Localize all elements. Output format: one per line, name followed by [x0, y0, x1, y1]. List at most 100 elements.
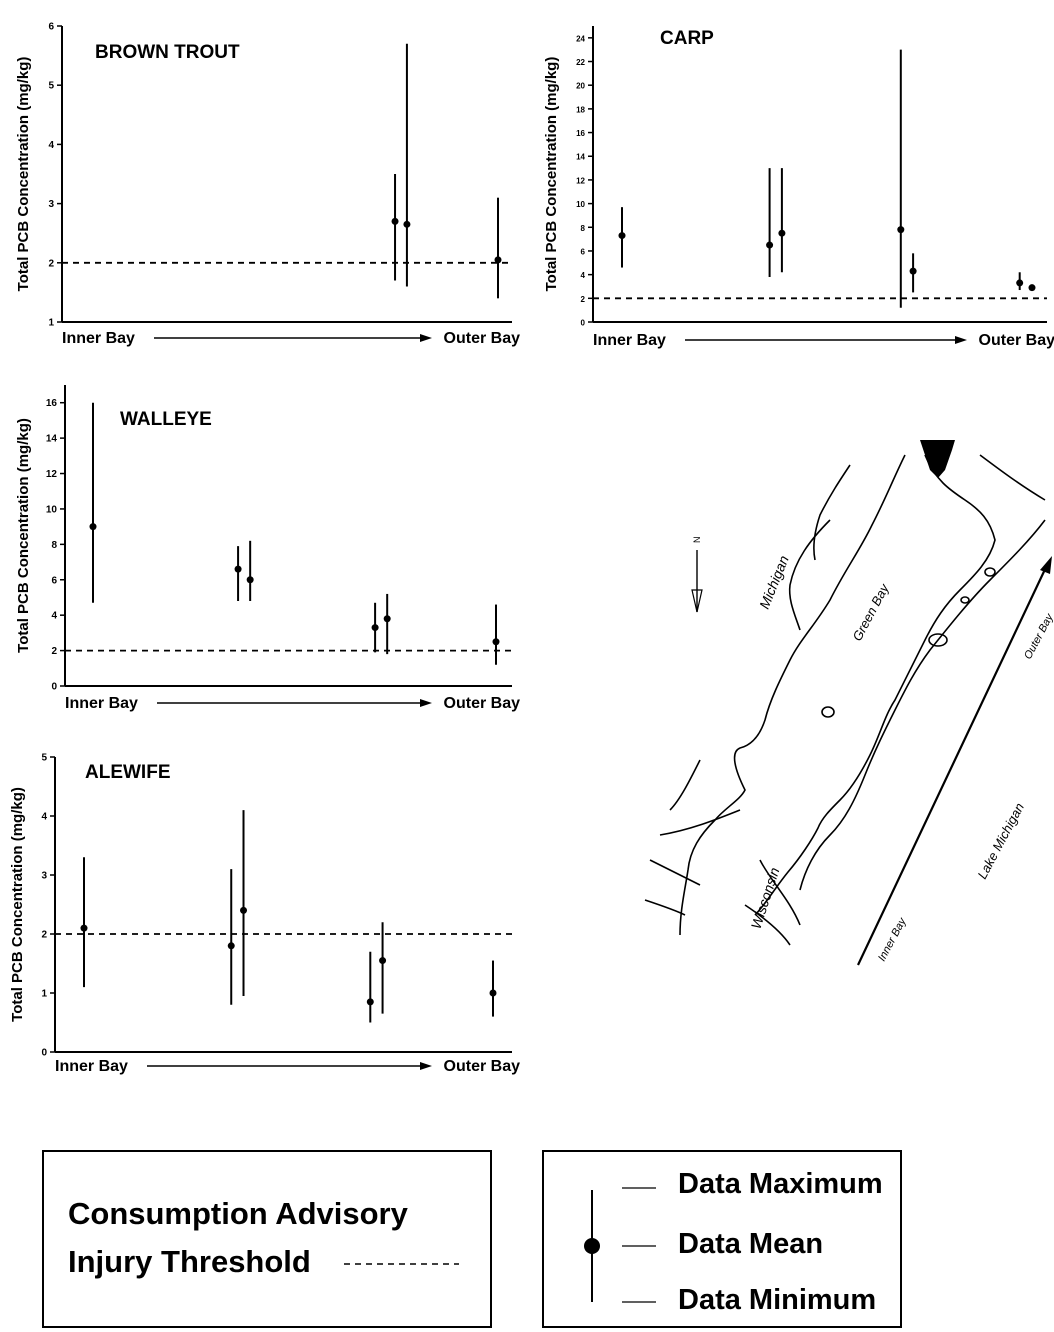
y-tick-label: 16	[46, 398, 58, 409]
y-tick-label: 0	[41, 1048, 47, 1059]
y-tick-label: 2	[51, 646, 57, 657]
x-axis-start-label: Inner Bay	[62, 330, 135, 347]
map-label-wisconsin: Wisconsin	[748, 865, 783, 931]
legend-max-label: Data Maximum	[678, 1168, 883, 1200]
data-mean-point	[89, 523, 97, 531]
y-tick-label: 0	[51, 682, 57, 693]
legend-threshold-line2: Injury Threshold	[68, 1244, 311, 1279]
x-axis-arrowhead	[420, 1062, 432, 1070]
x-axis-end-label: Outer Bay	[444, 1058, 521, 1075]
y-tick-label: 1	[41, 989, 47, 1000]
y-tick-label: 12	[576, 176, 585, 185]
y-tick-label: 2	[581, 295, 586, 304]
data-mean-point	[618, 232, 626, 240]
y-tick-label: 2	[41, 930, 47, 941]
map-label-green-bay: Green Bay	[849, 580, 892, 643]
data-mean-point	[492, 638, 500, 646]
data-mean-point	[366, 998, 374, 1006]
y-tick-label: 8	[581, 224, 586, 233]
map-label-outer-bay: Outer Bay	[1022, 611, 1054, 662]
y-tick-label: 4	[581, 271, 586, 280]
data-mean-point	[379, 957, 387, 965]
y-tick-label: 6	[48, 22, 54, 33]
y-axis-label: Total PCB Concentration (mg/kg)	[9, 787, 26, 1022]
data-mean-point	[897, 226, 905, 234]
data-mean-point	[371, 624, 379, 632]
green-bay-map: N Michigan Green Bay Wisconsin Lake Mich…	[644, 440, 1054, 966]
data-mean-point	[1028, 284, 1036, 292]
data-mean-point	[489, 989, 497, 997]
x-axis-arrowhead	[420, 699, 432, 707]
map-island-4	[960, 596, 970, 604]
chart-title: WALLEYE	[120, 409, 212, 430]
y-tick-label: 4	[48, 140, 54, 151]
x-axis-arrowhead	[420, 334, 432, 342]
data-mean-point	[227, 942, 235, 950]
chart-title: BROWN TROUT	[95, 42, 240, 63]
map-river-2	[788, 519, 831, 631]
chart-title: CARP	[660, 28, 714, 49]
legend-mean-dot	[584, 1238, 600, 1254]
x-axis-end-label: Outer Bay	[979, 332, 1054, 349]
map-river-4	[644, 859, 701, 916]
y-tick-label: 8	[51, 540, 57, 551]
legend-mean-label: Data Mean	[678, 1228, 824, 1260]
map-label-north: N	[692, 537, 702, 544]
legend-threshold-dashed-line	[344, 1263, 459, 1265]
data-mean-point	[494, 256, 502, 264]
y-tick-label: 0	[581, 319, 586, 328]
map-island-3	[984, 567, 996, 577]
y-axis-label: Total PCB Concentration (mg/kg)	[15, 418, 32, 653]
data-mean-point	[234, 565, 242, 573]
y-tick-label: 3	[41, 871, 47, 882]
data-mean-point	[909, 267, 917, 275]
y-tick-label: 6	[581, 247, 586, 256]
chart-title: ALEWIFE	[85, 762, 171, 783]
x-axis-end-label: Outer Bay	[444, 330, 521, 347]
x-axis-arrowhead	[955, 336, 967, 344]
data-mean-point	[383, 615, 391, 623]
legend-min-label: Data Minimum	[678, 1284, 877, 1316]
legend-marks-symbol	[584, 1187, 656, 1303]
data-mean-point	[766, 241, 774, 249]
map-label-inner-bay: Inner Bay	[876, 915, 909, 964]
y-tick-label: 2	[48, 258, 54, 269]
data-mean-point	[403, 220, 411, 228]
legend-threshold-box: Consumption Advisory Injury Threshold	[42, 1150, 492, 1328]
data-mean-point	[391, 217, 399, 225]
x-axis-start-label: Inner Bay	[65, 695, 138, 712]
map-peninsula-outer-shore	[799, 454, 1046, 891]
map-river-1	[813, 464, 851, 561]
map-label-michigan: Michigan	[756, 553, 792, 611]
y-tick-label: 3	[48, 199, 54, 210]
data-mean-point	[240, 906, 248, 914]
y-tick-label: 4	[51, 611, 57, 622]
y-tick-label: 20	[576, 82, 585, 91]
data-mean-point	[80, 924, 88, 932]
north-arrow-icon	[691, 550, 703, 613]
legend-marks-box: Data Maximum Data Mean Data Minimum	[542, 1150, 902, 1328]
y-tick-label: 22	[576, 58, 585, 67]
y-axis-label: Total PCB Concentration (mg/kg)	[15, 57, 32, 292]
map-island-2	[821, 706, 835, 718]
x-axis-end-label: Outer Bay	[444, 695, 521, 712]
data-mean-point	[1016, 279, 1024, 287]
data-mean-point	[246, 576, 254, 584]
map-west-shoreline	[679, 454, 906, 936]
y-tick-label: 18	[576, 105, 585, 114]
map-bay-arrowhead	[1040, 556, 1052, 574]
y-tick-label: 10	[576, 200, 585, 209]
map-river-3	[659, 759, 741, 836]
y-tick-label: 1	[48, 318, 54, 329]
x-axis-start-label: Inner Bay	[593, 332, 666, 349]
y-tick-label: 6	[51, 575, 57, 586]
map-east-shoreline	[754, 454, 996, 916]
data-mean-point	[778, 229, 786, 237]
map-river-5	[744, 859, 801, 946]
legend-threshold-line1: Consumption Advisory	[68, 1196, 408, 1231]
y-tick-label: 10	[46, 504, 58, 515]
x-axis-start-label: Inner Bay	[55, 1058, 128, 1075]
map-shaded-area	[920, 440, 955, 478]
y-tick-label: 14	[46, 434, 58, 445]
